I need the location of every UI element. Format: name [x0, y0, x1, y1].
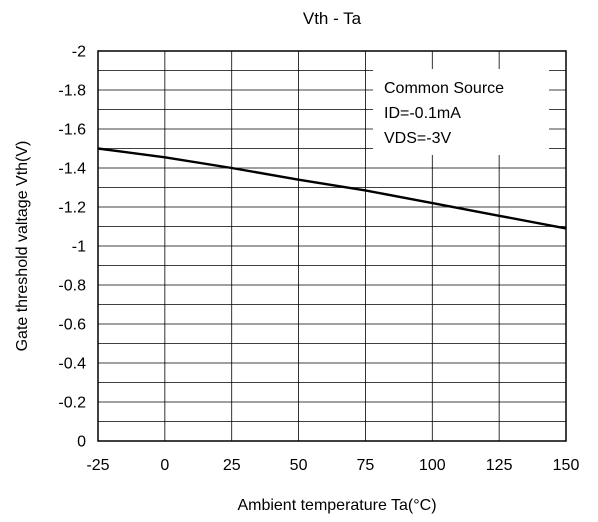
x-tick-label: -25 — [86, 457, 109, 474]
plot-frame — [97, 50, 567, 442]
annotation-line: VDS=-3V — [384, 130, 451, 147]
x-tick-label: 75 — [357, 457, 375, 474]
annotation-line: ID=-0.1mA — [384, 105, 461, 122]
annotation-box: Common Source ID=-0.1mA VDS=-3V — [373, 69, 549, 155]
y-tick-label: -1.2 — [58, 200, 86, 217]
y-tick-label: -1 — [72, 239, 86, 256]
y-tick-label: -1.8 — [58, 83, 86, 100]
series-layer — [97, 147, 567, 230]
y-tick-label: -0.6 — [58, 317, 86, 334]
annotation-line: Common Source — [384, 80, 504, 97]
x-tick-label: 100 — [419, 457, 446, 474]
y-tick-label: -2 — [72, 44, 86, 61]
chart-title: Vth - Ta — [303, 9, 362, 28]
x-tick-label: 0 — [160, 457, 169, 474]
y-tick-label: -0.8 — [58, 278, 86, 295]
x-tick-labels: -25 0 25 50 75 100 125 150 — [86, 457, 579, 474]
series-line — [97, 147, 567, 230]
x-tick-label: 150 — [553, 457, 580, 474]
y-tick-label: -1.6 — [58, 122, 86, 139]
annotation-background — [373, 69, 549, 155]
x-tick-label: 25 — [223, 457, 241, 474]
x-axis-label: Ambient temperature Ta(°C) — [237, 497, 436, 514]
y-tick-label: -0.2 — [58, 395, 86, 412]
y-tick-label: -1.4 — [58, 161, 86, 178]
y-axis-label: Gate threshold valtage Vth(V) — [14, 141, 31, 352]
x-tick-label: 50 — [290, 457, 308, 474]
x-tick-label: 125 — [486, 457, 513, 474]
y-tick-labels: -2 -1.8 -1.6 -1.4 -1.2 -1 -0.8 -0.6 -0.4 -0.2 0 — [58, 44, 86, 451]
y-tick-label: 0 — [77, 434, 86, 451]
y-tick-label: -0.4 — [58, 356, 86, 373]
